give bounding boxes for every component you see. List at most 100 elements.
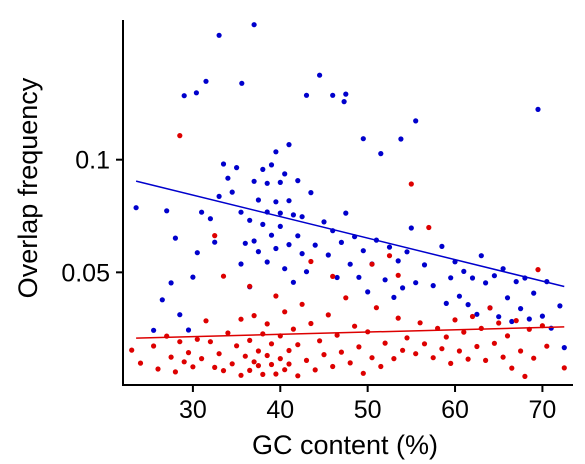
- series-1-point-97: [518, 348, 524, 354]
- series-0-point-23: [247, 217, 253, 223]
- series-0-point-51: [299, 251, 305, 257]
- series-0-point-85: [456, 293, 462, 299]
- series-1-point-27: [251, 313, 257, 319]
- series-1-point-69: [395, 315, 401, 321]
- series-1-point-46: [295, 342, 301, 348]
- series-0-point-60: [334, 274, 340, 281]
- series-1-point-15: [212, 364, 218, 370]
- series-1-point-13: [203, 318, 209, 324]
- series-1-point-96: [513, 318, 519, 324]
- series-0-point-26: [251, 178, 257, 184]
- series-0-point-2: [159, 297, 165, 303]
- series-1-point-41: [282, 309, 288, 315]
- series-1-point-7: [177, 339, 183, 345]
- series-1-point-108: [247, 283, 253, 289]
- series-1-point-64: [373, 305, 379, 311]
- series-1-point-21: [238, 372, 244, 378]
- series-1-point-11: [194, 336, 200, 342]
- series-0-point-80: [430, 283, 436, 289]
- series-1-point-31: [260, 371, 266, 377]
- series-0-point-93: [491, 273, 497, 279]
- series-1-point-17: [220, 368, 227, 374]
- series-0-point-3: [164, 208, 170, 214]
- series-0-point-15: [216, 193, 222, 199]
- series-0-point-94: [496, 314, 502, 320]
- series-0-point-7: [181, 93, 187, 99]
- series-1-point-29: [255, 363, 261, 369]
- data-points: [129, 22, 567, 379]
- series-1-point-80: [443, 334, 449, 340]
- series-0-point-74: [395, 258, 401, 264]
- series-1-point-66: [382, 340, 388, 346]
- series-1-point-49: [308, 320, 314, 327]
- series-1-point-101: [535, 267, 541, 273]
- series-0-point-73: [391, 294, 397, 300]
- series-1-point-50: [312, 367, 318, 373]
- series-0-point-36: [273, 199, 279, 205]
- series-0-point-71: [382, 277, 388, 283]
- series-0-point-45: [286, 242, 292, 248]
- series-0-point-98: [513, 279, 519, 285]
- series-0-point-97: [509, 318, 515, 325]
- series-1-point-8: [181, 359, 187, 365]
- series-1-point-65: [378, 363, 384, 370]
- series-0-point-53: [303, 269, 310, 275]
- series-1-point-34: [268, 361, 275, 368]
- series-1-point-6: [172, 369, 178, 375]
- series-1-point-37: [273, 293, 279, 299]
- series-0-point-0: [133, 205, 139, 211]
- series-1-point-51: [317, 338, 323, 344]
- series-0-point-110: [216, 32, 222, 38]
- series-0-point-109: [193, 90, 199, 96]
- series-0-point-79: [421, 262, 428, 268]
- series-1-point-30: [260, 331, 266, 337]
- y-axis-ticks: 0.05 0.1: [61, 147, 123, 287]
- series-0-point-82: [443, 300, 449, 306]
- series-1-point-110: [369, 261, 375, 267]
- x-tick-label-4: 70: [529, 396, 557, 424]
- series-0-point-25: [251, 238, 257, 244]
- series-1-point-77: [430, 355, 436, 361]
- series-0-point-83: [448, 275, 454, 281]
- series-1-point-85: [465, 356, 471, 362]
- series-1-point-72: [408, 181, 414, 187]
- series-0-point-96: [504, 295, 511, 301]
- x-tick-label-0: 30: [179, 396, 207, 424]
- y-tick-label-1: 0.1: [75, 147, 110, 175]
- series-0-point-119: [398, 136, 404, 142]
- series-1-point-2: [151, 343, 157, 349]
- series-0-point-48: [290, 279, 296, 285]
- series-1-point-59: [352, 323, 358, 329]
- series-0-point-61: [338, 239, 344, 245]
- series-1-point-52: [321, 352, 327, 358]
- series-0-point-104: [539, 313, 546, 319]
- series-0-point-39: [277, 210, 283, 216]
- series-0-point-21: [238, 261, 244, 267]
- series-0-point-95: [500, 266, 506, 272]
- series-1-point-107: [220, 273, 227, 279]
- series-1-point-73: [413, 351, 419, 357]
- series-0-point-50: [295, 233, 301, 239]
- series-0-point-28: [255, 249, 261, 255]
- series-0-point-38: [273, 149, 279, 155]
- series-0-point-78: [413, 280, 419, 286]
- series-1-point-112: [330, 273, 336, 279]
- series-0-point-19: [234, 165, 240, 171]
- series-0-point-27: [255, 197, 261, 203]
- series-1-point-14: [207, 339, 213, 345]
- series-0-point-30: [260, 166, 266, 172]
- trend-line-1: [136, 326, 565, 339]
- series-1-point-35: [268, 341, 275, 347]
- series-0-point-17: [225, 175, 231, 181]
- series-1-point-87: [474, 343, 480, 350]
- series-0-point-46: [286, 142, 292, 148]
- series-1-point-55: [334, 332, 340, 338]
- series-0-point-103: [535, 106, 541, 112]
- series-1-point-70: [400, 347, 406, 353]
- series-1-point-3: [155, 366, 161, 372]
- y-axis-title: Overlap frequency: [13, 77, 43, 298]
- series-0-point-49: [295, 178, 301, 184]
- series-1-point-89: [483, 357, 489, 363]
- series-1-point-40: [282, 367, 288, 373]
- series-1-point-20: [234, 343, 240, 349]
